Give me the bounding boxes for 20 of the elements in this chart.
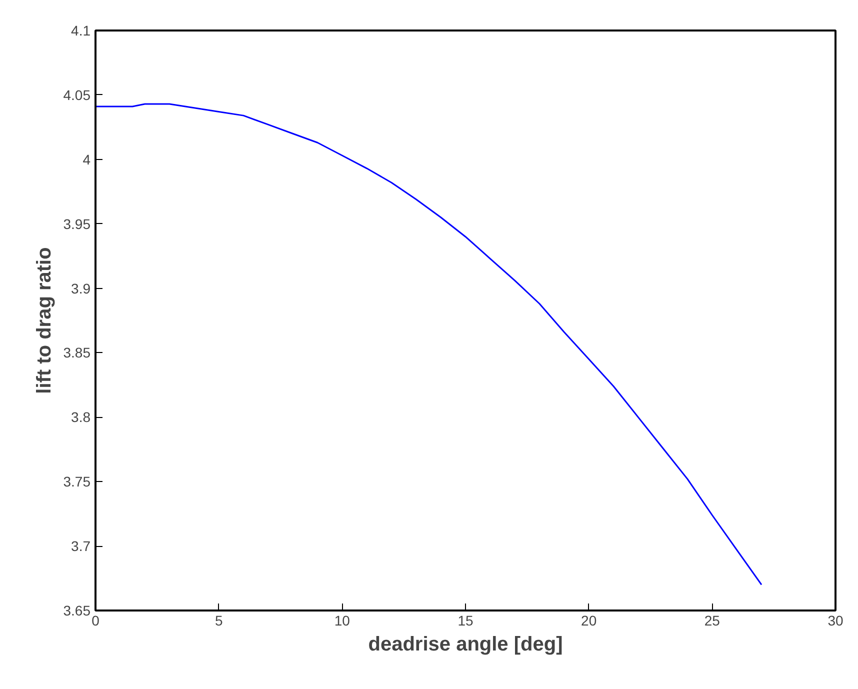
x-tick-label: 25 [704, 612, 720, 628]
y-tick-label: 3.75 [63, 474, 91, 490]
x-tick-label: 10 [334, 612, 350, 628]
y-tick-label: 3.8 [71, 409, 91, 426]
y-tick-label: 3.7 [71, 538, 91, 554]
x-tick-label: 15 [458, 612, 474, 628]
y-tick-label: 3.85 [63, 344, 91, 361]
y-tick-label: 4.1 [71, 22, 91, 38]
x-tick-label: 30 [828, 612, 844, 628]
line-series [96, 103, 762, 586]
x-tick-label: 0 [92, 612, 100, 628]
y-tick-label: 4.05 [63, 86, 91, 103]
x-tick-label: 5 [214, 612, 223, 628]
y-tick-label: 3.65 [63, 602, 91, 618]
y-axis-title: lift to drag ratio [33, 247, 56, 394]
y-tick-label: 3.95 [63, 216, 91, 232]
y-tick-label: 4 [82, 151, 91, 168]
x-axis-title: deadrise angle [deg] [368, 634, 563, 656]
y-tick-label: 3.9 [71, 280, 91, 296]
x-tick-label: 20 [581, 612, 597, 628]
